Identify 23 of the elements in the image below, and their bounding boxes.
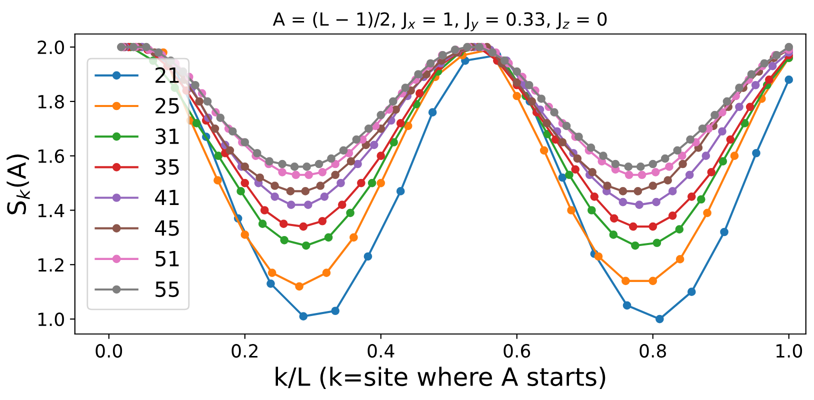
y-tick-label: 1.6 <box>38 149 64 163</box>
x-tick-label: 0.2 <box>232 344 258 358</box>
legend-label: 21 <box>156 67 179 83</box>
y-tick-label: 1.8 <box>38 94 64 109</box>
legend-label: 31 <box>156 128 179 144</box>
legend-label: 41 <box>155 190 179 206</box>
x-axis-title: k/L (k=site where A starts) <box>276 366 606 390</box>
y-tick-label: 2.0 <box>38 40 64 54</box>
y-axis-title: S$_{k}$(A) <box>6 154 30 214</box>
legend-label: 51 <box>156 251 179 266</box>
y-tick-label: 1.4 <box>38 204 64 218</box>
legend-label: 25 <box>156 98 179 114</box>
legend-label: 55 <box>156 282 179 298</box>
x-tick-label: 1.0 <box>776 344 802 358</box>
chart-title: A = (L − 1)/2, J$_{x}$ = 1, J$_{y}$ = 0.33, J$_{z}$ = 0 <box>272 12 607 32</box>
legend-label: 35 <box>156 158 179 175</box>
legend-label: 45 <box>155 220 179 236</box>
x-tick-label: 0.0 <box>96 344 122 358</box>
x-tick-label: 0.6 <box>504 344 530 358</box>
y-tick-label: 1.0 <box>38 312 64 326</box>
y-tick-label: 1.2 <box>38 258 64 272</box>
x-tick-label: 0.4 <box>368 344 394 358</box>
x-tick-label: 0.8 <box>640 344 666 358</box>
